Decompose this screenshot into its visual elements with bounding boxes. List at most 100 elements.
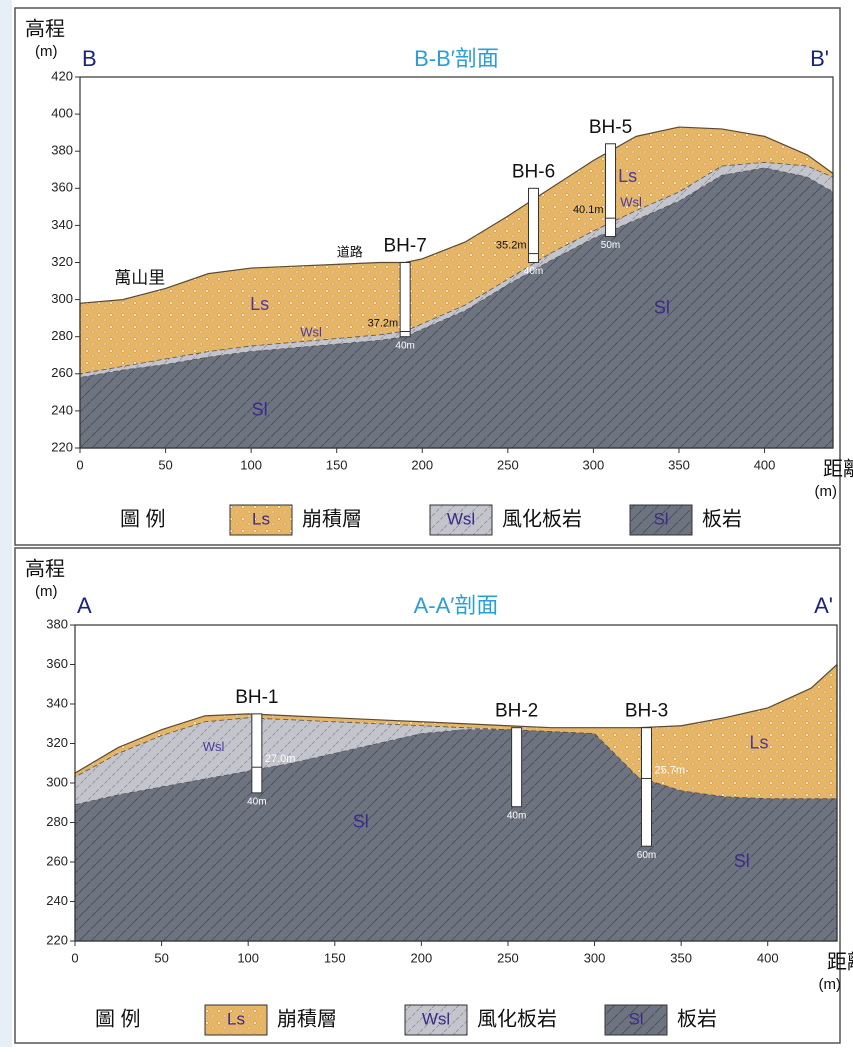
y-tick-label: 380	[46, 616, 68, 631]
legend-label: 風化板岩	[502, 507, 582, 530]
borehole	[512, 728, 522, 807]
y-tick-label: 240	[51, 402, 73, 417]
borehole-name: BH-2	[495, 701, 538, 722]
y-tick-label: 300	[51, 291, 73, 306]
layer-code-label: Ls	[250, 294, 269, 314]
x-tick-label: 250	[497, 457, 519, 472]
legend-label: 崩積層	[302, 507, 362, 530]
left-end-label: B	[82, 46, 97, 71]
chart-title: B-B′剖面	[414, 46, 499, 71]
borehole-depth-label: 40m	[524, 266, 543, 277]
figure: 220 240 260 280 300 320 340 360 380 400 420 0 50 100 1…	[0, 0, 853, 1047]
borehole-name: BH-3	[625, 701, 668, 722]
annotation: 萬山里	[114, 269, 165, 288]
y-tick-label: 220	[51, 439, 73, 454]
x-tick-label: 200	[411, 950, 433, 965]
y-axis-unit: (m)	[35, 583, 58, 600]
x-tick-label: 400	[754, 457, 776, 472]
x-tick-label: 100	[237, 950, 259, 965]
x-tick-label: 0	[76, 457, 83, 472]
legend-code: Sl	[628, 1009, 643, 1028]
layer-code-label: Wsl	[620, 195, 642, 210]
y-axis-label: 高程	[25, 17, 65, 40]
legend-label: 風化板岩	[477, 1007, 557, 1030]
interface-label: 35.2m	[496, 240, 527, 252]
right-end-label: B'	[810, 46, 829, 71]
legend-code: Wsl	[422, 1009, 450, 1028]
y-tick-label: 360	[46, 656, 68, 671]
layer-code-label: Sl	[654, 298, 670, 318]
x-tick-label: 350	[668, 457, 690, 472]
side-strip	[0, 0, 12, 1047]
borehole	[252, 714, 262, 793]
layer-code-label: Wsl	[203, 739, 225, 754]
borehole	[400, 263, 410, 337]
y-tick-label: 340	[46, 695, 68, 710]
y-tick-label: 280	[46, 814, 68, 829]
x-axis-label: 距離	[827, 950, 853, 973]
borehole-name: BH-1	[235, 687, 278, 708]
y-axis-label: 高程	[25, 557, 65, 580]
x-tick-label: 300	[583, 457, 605, 472]
x-tick-label: 150	[326, 457, 348, 472]
y-tick-label: 260	[46, 853, 68, 868]
x-tick-label: 150	[324, 950, 346, 965]
borehole-depth-label: 60m	[637, 850, 656, 861]
page: 220 240 260 280 300 320 340 360 380 400 420 0 50 100 1…	[0, 0, 853, 1052]
x-tick-label: 400	[757, 950, 779, 965]
x-tick-label: 250	[497, 950, 519, 965]
layer-code-label: Ls	[618, 166, 637, 186]
borehole-name: BH-7	[384, 236, 427, 257]
y-tick-label: 340	[51, 217, 73, 232]
borehole-depth-label: 40m	[507, 810, 526, 821]
legend-code: Sl	[653, 509, 668, 528]
borehole	[529, 188, 539, 262]
x-tick-label: 200	[411, 457, 433, 472]
x-tick-label: 0	[71, 950, 78, 965]
borehole-depth-label: 40m	[395, 340, 414, 351]
legend-label: 板岩	[677, 1007, 717, 1030]
legend-label: 崩積層	[277, 1007, 337, 1030]
x-tick-label: 50	[158, 457, 172, 472]
legend-code: Wsl	[447, 509, 475, 528]
y-tick-label: 220	[46, 932, 68, 947]
y-tick-label: 420	[51, 68, 73, 83]
borehole-name: BH-6	[512, 161, 555, 182]
interface-label: 25.7m	[655, 764, 686, 776]
x-axis-unit: (m)	[819, 976, 842, 993]
layer-code-label: Sl	[734, 851, 750, 871]
legend-code: Ls	[227, 1009, 245, 1028]
x-tick-label: 100	[240, 457, 262, 472]
chart-title: A-A′剖面	[414, 593, 499, 618]
y-tick-label: 320	[46, 735, 68, 750]
y-axis-unit: (m)	[35, 43, 58, 60]
borehole-depth-label: 50m	[601, 240, 620, 251]
borehole	[606, 144, 616, 237]
annotation: 道路	[337, 245, 363, 260]
interface-label: 40.1m	[573, 204, 604, 216]
legend-code: Ls	[252, 509, 270, 528]
y-tick-label: 260	[51, 365, 73, 380]
borehole	[642, 728, 652, 847]
y-tick-label: 360	[51, 180, 73, 195]
right-end-label: A'	[814, 593, 833, 618]
layer-code-label: Wsl	[300, 324, 322, 339]
layer-code-label: Sl	[252, 400, 268, 420]
y-tick-label: 380	[51, 143, 73, 158]
legend-title: 圖 例	[120, 507, 166, 530]
legend-title: 圖 例	[95, 1007, 141, 1030]
interface-label: 37.2m	[368, 317, 399, 329]
y-tick-label: 280	[51, 328, 73, 343]
x-tick-label: 300	[584, 950, 606, 965]
borehole-name: BH-5	[589, 117, 632, 138]
borehole-depth-label: 40m	[247, 797, 266, 808]
y-tick-label: 300	[46, 774, 68, 789]
layer-code-label: Sl	[353, 811, 369, 831]
legend-label: 板岩	[702, 507, 742, 530]
interface-label: 27.0m	[265, 753, 296, 765]
x-tick-label: 50	[154, 950, 168, 965]
y-tick-label: 320	[51, 254, 73, 269]
x-axis-label: 距離	[823, 457, 853, 480]
y-tick-label: 240	[46, 893, 68, 908]
x-axis-unit: (m)	[815, 483, 838, 500]
